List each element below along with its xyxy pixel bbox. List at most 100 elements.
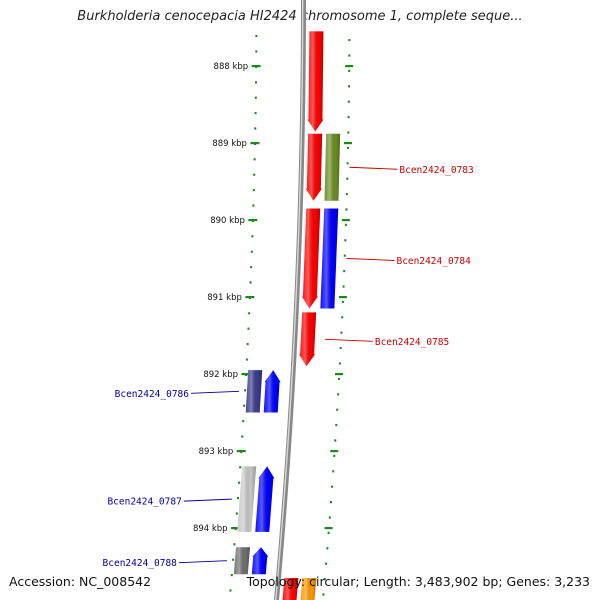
gene-feature[interactable] bbox=[305, 133, 323, 201]
gene-shading bbox=[245, 370, 263, 413]
ruler-dot bbox=[341, 316, 344, 319]
tick-mark bbox=[345, 65, 354, 68]
gene-feature[interactable] bbox=[245, 370, 263, 413]
ruler-dot bbox=[338, 377, 341, 380]
gene-feature[interactable] bbox=[263, 370, 281, 413]
gene-label-leader bbox=[178, 560, 227, 564]
ruler-dot bbox=[345, 208, 348, 211]
gene-feature[interactable] bbox=[233, 547, 251, 575]
ruler-dot bbox=[253, 158, 256, 161]
ruler-dot bbox=[339, 347, 342, 350]
ruler-dot bbox=[242, 420, 245, 423]
tick-mark bbox=[236, 450, 246, 453]
backbone-highlight bbox=[275, 0, 304, 600]
gene-shading bbox=[301, 208, 321, 309]
map-title: Burkholderia cenocepacia HI2424 chromoso… bbox=[77, 9, 523, 24]
ruler-dot bbox=[346, 177, 349, 180]
ruler-dot bbox=[341, 300, 344, 303]
ruler-dot bbox=[238, 481, 241, 484]
ruler-dot bbox=[246, 343, 249, 346]
accession-text: Accession: NC_008542 bbox=[9, 574, 152, 589]
ruler-dot bbox=[336, 408, 339, 411]
tick-label: 892 kbp bbox=[203, 370, 238, 380]
ruler-dot bbox=[247, 327, 250, 330]
gene-feature[interactable] bbox=[300, 578, 317, 600]
ruler-dot bbox=[348, 69, 351, 72]
gene-feature[interactable] bbox=[307, 31, 324, 132]
gene-feature[interactable] bbox=[299, 312, 317, 367]
gene-feature[interactable] bbox=[255, 466, 275, 532]
gene-shading bbox=[263, 370, 281, 413]
ruler-dot bbox=[333, 454, 336, 457]
ruler-dot bbox=[335, 424, 338, 427]
tick-mark bbox=[324, 527, 333, 530]
ruler-dot bbox=[244, 389, 247, 392]
ruler-dot bbox=[329, 501, 332, 504]
ruler-dot bbox=[239, 466, 242, 469]
gene-features[interactable] bbox=[233, 31, 341, 600]
tick-label: 890 kbp bbox=[210, 216, 245, 226]
ruler-dot bbox=[249, 281, 252, 284]
ruler-dot bbox=[235, 512, 238, 515]
ruler-dot bbox=[232, 558, 235, 561]
gene-label[interactable]: Bcen2424_0785 bbox=[375, 337, 449, 348]
ruler-dot bbox=[337, 393, 340, 396]
ruler-dot bbox=[346, 146, 349, 149]
gene-labels[interactable]: Bcen2424_0783 Bcen2424_0784 Bcen2424_0785 B… bbox=[103, 165, 474, 569]
gene-label[interactable]: Bcen2424_0788 bbox=[103, 558, 178, 569]
gene-label[interactable]: Bcen2424_0784 bbox=[396, 256, 471, 267]
gene-label[interactable]: Bcen2424_0786 bbox=[115, 389, 190, 400]
tick-mark bbox=[341, 219, 350, 222]
gene-label-leader bbox=[346, 258, 395, 261]
ruler-dot bbox=[340, 331, 343, 334]
tick-mark bbox=[343, 142, 352, 145]
ruler-dot bbox=[255, 81, 258, 84]
tick-mark bbox=[245, 296, 255, 299]
ruler-dot bbox=[251, 235, 254, 238]
ruler-dot bbox=[348, 54, 351, 57]
gene-shading bbox=[251, 547, 269, 575]
ruler-dot bbox=[322, 593, 325, 596]
gene-shading bbox=[255, 466, 275, 532]
ruler-dot bbox=[344, 223, 347, 226]
gene-label[interactable]: Bcen2424_0783 bbox=[399, 165, 473, 176]
ruler-dot bbox=[245, 358, 248, 361]
gene-shading bbox=[233, 547, 251, 575]
tick-label: 894 kbp bbox=[193, 524, 228, 534]
tick-label: 891 kbp bbox=[207, 293, 242, 303]
gene-label-leader bbox=[183, 498, 232, 502]
ruler-dot bbox=[254, 96, 257, 99]
ruler-dot bbox=[250, 266, 253, 269]
tick-mark bbox=[335, 373, 344, 376]
ruler-dot bbox=[348, 39, 351, 42]
tick-label: 889 kbp bbox=[212, 139, 247, 149]
ruler-dot bbox=[255, 35, 258, 38]
ruler-dot bbox=[252, 204, 255, 207]
ruler-dot bbox=[326, 547, 329, 550]
gene-shading bbox=[300, 578, 317, 600]
ruler-dot bbox=[331, 485, 334, 488]
ruler-dot bbox=[332, 470, 335, 473]
gene-shading bbox=[237, 466, 257, 532]
gene-feature[interactable] bbox=[320, 208, 339, 309]
ruler-dots bbox=[229, 35, 351, 596]
gene-feature[interactable] bbox=[301, 208, 321, 309]
gene-shading bbox=[307, 31, 324, 132]
tick-mark bbox=[250, 142, 260, 145]
gene-label[interactable]: Bcen2424_0787 bbox=[107, 497, 181, 508]
gene-label-leader bbox=[349, 166, 398, 170]
ruler-dot bbox=[241, 435, 244, 438]
tick-label: 888 kbp bbox=[214, 62, 249, 72]
ruler-dot bbox=[347, 100, 350, 103]
tick-marks: 888 kbp 889 kbp 890 kbp 891 kbp 892 kbp 893 k… bbox=[193, 62, 354, 534]
tick-label: 893 kbp bbox=[199, 447, 234, 457]
ruler-dot bbox=[343, 270, 346, 273]
ruler-dot bbox=[323, 578, 326, 581]
gene-feature[interactable] bbox=[324, 133, 341, 201]
gene-feature[interactable] bbox=[237, 466, 257, 532]
ruler-dot bbox=[343, 254, 346, 257]
gene-feature[interactable] bbox=[251, 547, 269, 575]
gene-shading bbox=[282, 578, 299, 600]
gene-feature[interactable] bbox=[282, 578, 299, 600]
